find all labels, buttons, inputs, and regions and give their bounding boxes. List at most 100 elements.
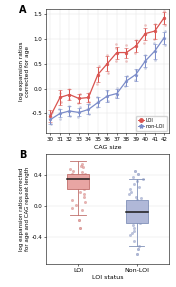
Point	[139, 202, 142, 207]
X-axis label: LOI status: LOI status	[92, 275, 123, 280]
Point	[59, 100, 62, 105]
Point	[133, 238, 136, 243]
Point	[107, 70, 109, 75]
Point	[162, 9, 165, 13]
Point	[77, 115, 79, 120]
Point	[139, 221, 142, 225]
Point	[137, 246, 140, 251]
Point	[130, 210, 132, 215]
Point	[88, 102, 90, 107]
Point	[136, 252, 139, 256]
Point	[78, 218, 81, 222]
Point	[115, 59, 118, 63]
Point	[73, 177, 76, 181]
Point	[139, 205, 142, 210]
Point	[115, 95, 117, 100]
Point	[73, 174, 76, 179]
Point	[77, 174, 80, 179]
Point	[78, 91, 81, 96]
Point	[135, 200, 138, 205]
Point	[96, 105, 99, 110]
Point	[115, 85, 118, 90]
Point	[70, 181, 73, 185]
Point	[124, 84, 127, 88]
Point	[50, 110, 53, 115]
Point	[82, 177, 84, 181]
Point	[81, 165, 84, 170]
Point	[132, 228, 135, 233]
Point	[106, 99, 109, 103]
Point	[144, 52, 147, 57]
Point	[79, 225, 81, 230]
Point	[128, 187, 131, 191]
Point	[130, 231, 133, 235]
Point	[98, 64, 100, 68]
Point	[153, 36, 156, 41]
Point	[96, 95, 98, 100]
Point	[164, 22, 166, 27]
Point	[143, 40, 146, 45]
Y-axis label: log expansion ratios
corrected for age: log expansion ratios corrected for age	[19, 41, 30, 101]
Point	[135, 37, 137, 42]
Point	[136, 204, 139, 208]
Point	[74, 176, 77, 181]
Point	[78, 105, 81, 110]
Point	[88, 112, 91, 117]
Point	[125, 42, 128, 47]
Point	[81, 208, 84, 212]
Text: A: A	[19, 5, 26, 15]
Point	[67, 104, 70, 108]
Point	[83, 200, 86, 205]
Point	[81, 170, 84, 174]
Point	[58, 107, 60, 112]
Point	[164, 42, 167, 47]
Point	[106, 89, 109, 93]
Point	[153, 57, 156, 62]
Point	[137, 171, 140, 176]
Point	[70, 185, 73, 189]
Point	[84, 171, 87, 176]
Point	[68, 114, 71, 118]
Point	[80, 161, 83, 166]
Point	[134, 169, 137, 174]
Point	[95, 81, 98, 86]
Point	[67, 97, 70, 102]
Point	[49, 122, 52, 127]
Point	[129, 215, 132, 220]
Point	[75, 178, 78, 183]
Point	[143, 22, 146, 27]
Point	[71, 198, 74, 202]
Point	[129, 233, 131, 238]
Point	[134, 50, 137, 55]
Point	[77, 101, 79, 106]
Y-axis label: log expansion ratios corrected
for age and CAG repeat length: log expansion ratios corrected for age a…	[19, 167, 30, 251]
Point	[132, 223, 135, 228]
Point	[134, 200, 137, 205]
Point	[80, 164, 83, 168]
Point	[83, 187, 86, 191]
Point	[131, 210, 134, 215]
Point	[135, 213, 138, 218]
Point	[59, 117, 62, 122]
Point	[115, 45, 118, 50]
Point	[74, 179, 77, 184]
Point	[72, 182, 75, 187]
Point	[137, 244, 140, 249]
Point	[83, 195, 86, 199]
Point	[82, 192, 85, 197]
Bar	[67, 174, 89, 189]
Point	[72, 168, 75, 173]
Legend: LOI, non-LOI: LOI, non-LOI	[136, 116, 166, 131]
Point	[81, 173, 84, 177]
Point	[133, 182, 135, 187]
Point	[141, 215, 144, 220]
Point	[125, 59, 128, 63]
Point	[137, 218, 140, 222]
Point	[87, 100, 90, 105]
Point	[136, 198, 139, 202]
Point	[49, 117, 52, 122]
Point	[71, 173, 74, 177]
Bar	[125, 200, 148, 223]
Point	[142, 177, 144, 181]
Point	[135, 179, 138, 184]
